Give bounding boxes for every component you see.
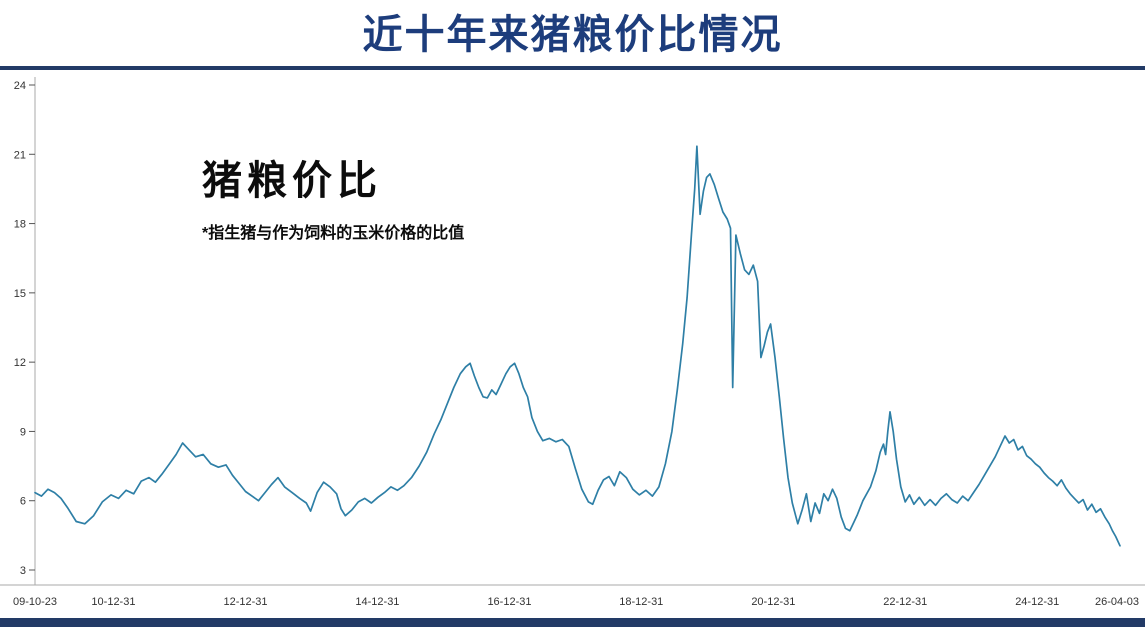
x-tick-label: 24-12-31 bbox=[1015, 596, 1059, 608]
x-tick-label: 14-12-31 bbox=[355, 596, 399, 608]
y-tick-label: 21 bbox=[14, 149, 26, 161]
x-tick-label: 10-12-31 bbox=[91, 596, 135, 608]
ratio-line-series bbox=[34, 145, 1121, 547]
bottom-bar bbox=[0, 618, 1145, 627]
x-tick-label: 12-12-31 bbox=[223, 596, 267, 608]
pig-grain-ratio-line-chart: 3 6 9 12 15 18 21 24 09-10-23 10-12-31 12-12-31 14-… bbox=[0, 77, 1145, 608]
y-tick-label: 15 bbox=[14, 288, 26, 300]
x-tick-label: 22-12-31 bbox=[883, 596, 927, 608]
title-divider-rule bbox=[0, 66, 1145, 70]
x-tick-label: 09-10-23 bbox=[13, 596, 57, 608]
x-tick-label: 18-12-31 bbox=[619, 596, 663, 608]
y-tick-label: 24 bbox=[14, 80, 26, 92]
page-title: 近十年来猪粮价比情况 bbox=[362, 13, 783, 57]
chart-annotation: 猪粮价比 *指生猪与作为饲料的玉米价格的比值 bbox=[202, 148, 464, 243]
y-tick-label: 18 bbox=[14, 219, 26, 231]
chart-annotation-title: 猪粮价比 bbox=[202, 159, 382, 203]
y-tick-label: 6 bbox=[20, 496, 26, 508]
x-tick-label: 16-12-31 bbox=[487, 596, 531, 608]
y-tick-label: 9 bbox=[20, 426, 26, 438]
y-tick-label: 3 bbox=[20, 565, 26, 577]
x-tick-label: 26-04-03 bbox=[1095, 596, 1139, 608]
y-tick-label: 12 bbox=[14, 357, 26, 369]
x-tick-label: 20-12-31 bbox=[751, 596, 795, 608]
chart-annotation-note: *指生猪与作为饲料的玉米价格的比值 bbox=[202, 225, 465, 242]
